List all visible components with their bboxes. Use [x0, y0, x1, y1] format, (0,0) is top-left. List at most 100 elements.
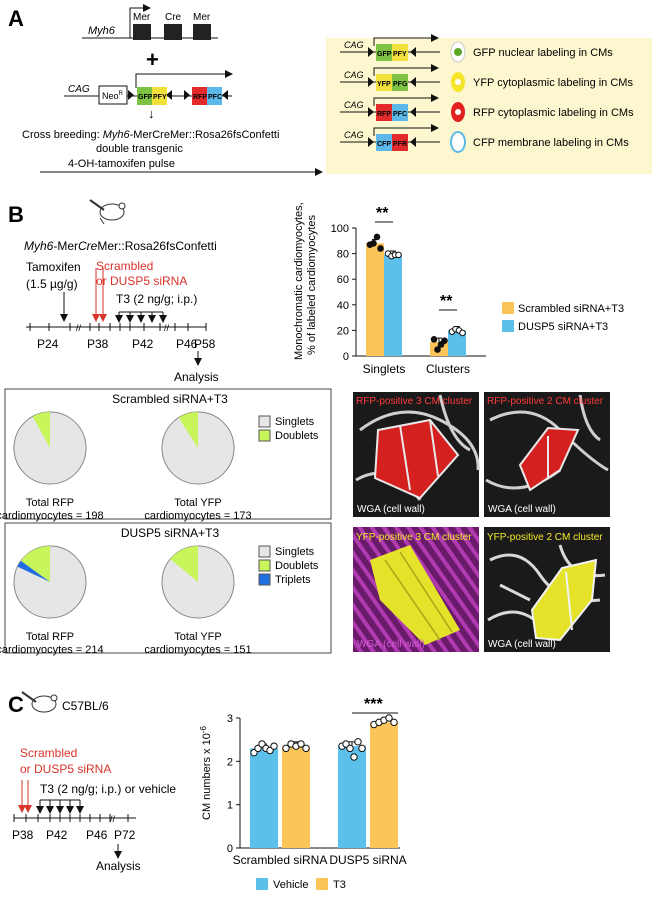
- confetti-block-label-rfp: RFP: [193, 94, 207, 101]
- chart-b-point: [441, 337, 448, 344]
- pie-1-label-2: cardiomyocytes = 173: [144, 510, 251, 522]
- outcome-block2-label-2: PFC: [393, 111, 407, 118]
- outcome-cag-0: CAG: [344, 40, 364, 50]
- neo-box: [98, 85, 128, 105]
- chart-b-sig-singlets: **: [376, 205, 389, 222]
- pie-1-slice-doublets: [178, 412, 198, 448]
- outcome-block1-2: [376, 104, 392, 121]
- panel-b-title: Myh6-MerCreMer::Rosa26fsConfetti: [24, 239, 217, 253]
- timepoint-b-P24: P24: [37, 337, 59, 351]
- chart-c-point: [358, 744, 366, 753]
- pie2-legend-singlets: Singlets: [275, 546, 315, 558]
- myh6-label: Myh6: [88, 25, 116, 37]
- pie-box-scrambled-title: Scrambled siRNA+T3: [112, 392, 228, 406]
- outcome-block2-label-1: PFG: [393, 81, 408, 88]
- outcome-cag-2: CAG: [344, 100, 364, 110]
- mer-block-2: [193, 24, 211, 40]
- timepoint-c-P72: P72: [114, 828, 136, 842]
- pulse-text: 4-OH-tamoxifen pulse: [68, 158, 175, 170]
- confetti-block-pfy: [152, 87, 167, 105]
- outcome-cag-3: CAG: [344, 130, 364, 140]
- mer-block-1: [133, 24, 151, 40]
- chart-b-point: [395, 251, 402, 259]
- pie2-legend-singlets-swatch: [258, 545, 271, 558]
- outcome-loxp-a-1: [368, 77, 374, 87]
- pie-box-dusp5: [4, 522, 332, 654]
- pie1-legend-singlets: Singlets: [275, 416, 315, 428]
- timepoint-b-P42: P42: [132, 337, 154, 351]
- chart-b-ylabel-2: % of labeled cardiomyocytes: [306, 214, 318, 355]
- chart-c-xtick: DUSP5 siRNA: [329, 853, 406, 867]
- pie-2-label-2: cardiomyocytes = 214: [0, 644, 104, 656]
- chart-c-point: [350, 753, 358, 761]
- chart-b-ytick: 40: [337, 300, 349, 312]
- chart-b-bar: [384, 254, 402, 356]
- chart-b-xtick: Singlets: [363, 362, 406, 376]
- timepoint-b-P46: P46: [176, 337, 198, 351]
- timepoint-b-P38: P38: [87, 337, 109, 351]
- micrograph-3-title: YFP-positive 3 CM cluster: [356, 532, 472, 543]
- pie1-legend-doublets-swatch: [258, 429, 271, 442]
- sirna-label-1: Scrambled: [96, 259, 153, 273]
- outcome-cag-1: CAG: [344, 70, 364, 80]
- sirna-label-2: or DUSP5 siRNA: [96, 274, 187, 288]
- myh6-promoter-arrow: [129, 4, 151, 38]
- chart-c-ytick: 0: [227, 843, 233, 855]
- micrograph-1: [353, 392, 480, 517]
- chart-c-xtick: Scrambled siRNA: [233, 853, 328, 867]
- pie-0-slice-doublets: [32, 412, 50, 448]
- sirna-label-c1: Scrambled: [20, 746, 77, 760]
- chart-c-ytick: 2: [227, 756, 233, 768]
- chart-b-ytick: 20: [337, 325, 349, 337]
- pie2-legend-triplets-swatch: [258, 573, 271, 586]
- pie-box-scrambled: [4, 388, 332, 520]
- outcome-block1-label-0: GFP: [377, 51, 392, 58]
- outcome-label-1: YFP cytoplasmic labeling in CMs: [473, 77, 633, 89]
- chart-b-point: [370, 240, 377, 247]
- pie-1-label-1: Total YFP: [174, 497, 222, 509]
- tamoxifen-dose: (1.5 µg/g): [26, 277, 78, 291]
- mer-label-1: Mer: [133, 12, 151, 23]
- loxp-2: [166, 90, 172, 100]
- confetti-promoter-arrow: [135, 70, 233, 88]
- loxp-3: [184, 90, 190, 100]
- outcome-label-2: RFP cytoplasmic labeling in CMs: [473, 107, 634, 119]
- chart-c-point: [297, 740, 305, 748]
- chart-b-ytick: 80: [337, 249, 349, 261]
- outcome-block1-label-1: YFP: [377, 81, 391, 88]
- timepoint-c-P38: P38: [12, 828, 34, 842]
- chart-b-ylabel-1: Monochromatic cardiomyocytes,: [293, 202, 305, 360]
- chart-b-bar: [448, 330, 466, 356]
- micrograph-3: [353, 527, 479, 652]
- outcome-loxp-a-0: [368, 47, 374, 57]
- chart-c-bar: [338, 746, 366, 848]
- legend-c-swatch-t3: [316, 878, 328, 890]
- pie2-legend-doublets: Doublets: [275, 560, 319, 572]
- pie2-legend-doublets-swatch: [258, 559, 271, 572]
- chart-b-point: [459, 329, 466, 337]
- chart-c-point: [270, 742, 278, 750]
- chart-c-ytick: 3: [227, 713, 233, 725]
- neo-label: NeoR: [102, 91, 124, 101]
- outcome-block1-3: [376, 134, 392, 151]
- mer-label-2: Mer: [193, 12, 211, 23]
- outcome-block2-label-3: PFR: [393, 141, 407, 148]
- plus-sign: +: [146, 47, 159, 72]
- bar-chart-c: 0 1 2 3 Scrambled siRNA DUSP5 siRNA ***: [227, 696, 407, 867]
- cross-arrow-label: ↓: [148, 106, 155, 121]
- loxp-4: [222, 90, 228, 100]
- confetti-block-rfp: [192, 87, 207, 105]
- outcome-block1-label-2: RFP: [377, 111, 391, 118]
- strain-label: C57BL/6: [62, 699, 109, 713]
- loxp-1: [128, 90, 134, 100]
- pie-3-label-1: Total YFP: [174, 631, 222, 643]
- outcome-loxp-b-0: [410, 47, 416, 57]
- confetti-block-label-gfp: GFP: [138, 94, 153, 101]
- pie2-legend-triplets: Triplets: [275, 574, 311, 586]
- timepoint-c-P42: P42: [46, 828, 68, 842]
- legend-b-swatch-dusp5: [502, 320, 514, 332]
- svg-text://: //: [164, 323, 170, 333]
- micrograph-2-title: RFP-positive 2 CM cluster: [487, 396, 604, 407]
- mouse-syringe-icon: [89, 199, 126, 225]
